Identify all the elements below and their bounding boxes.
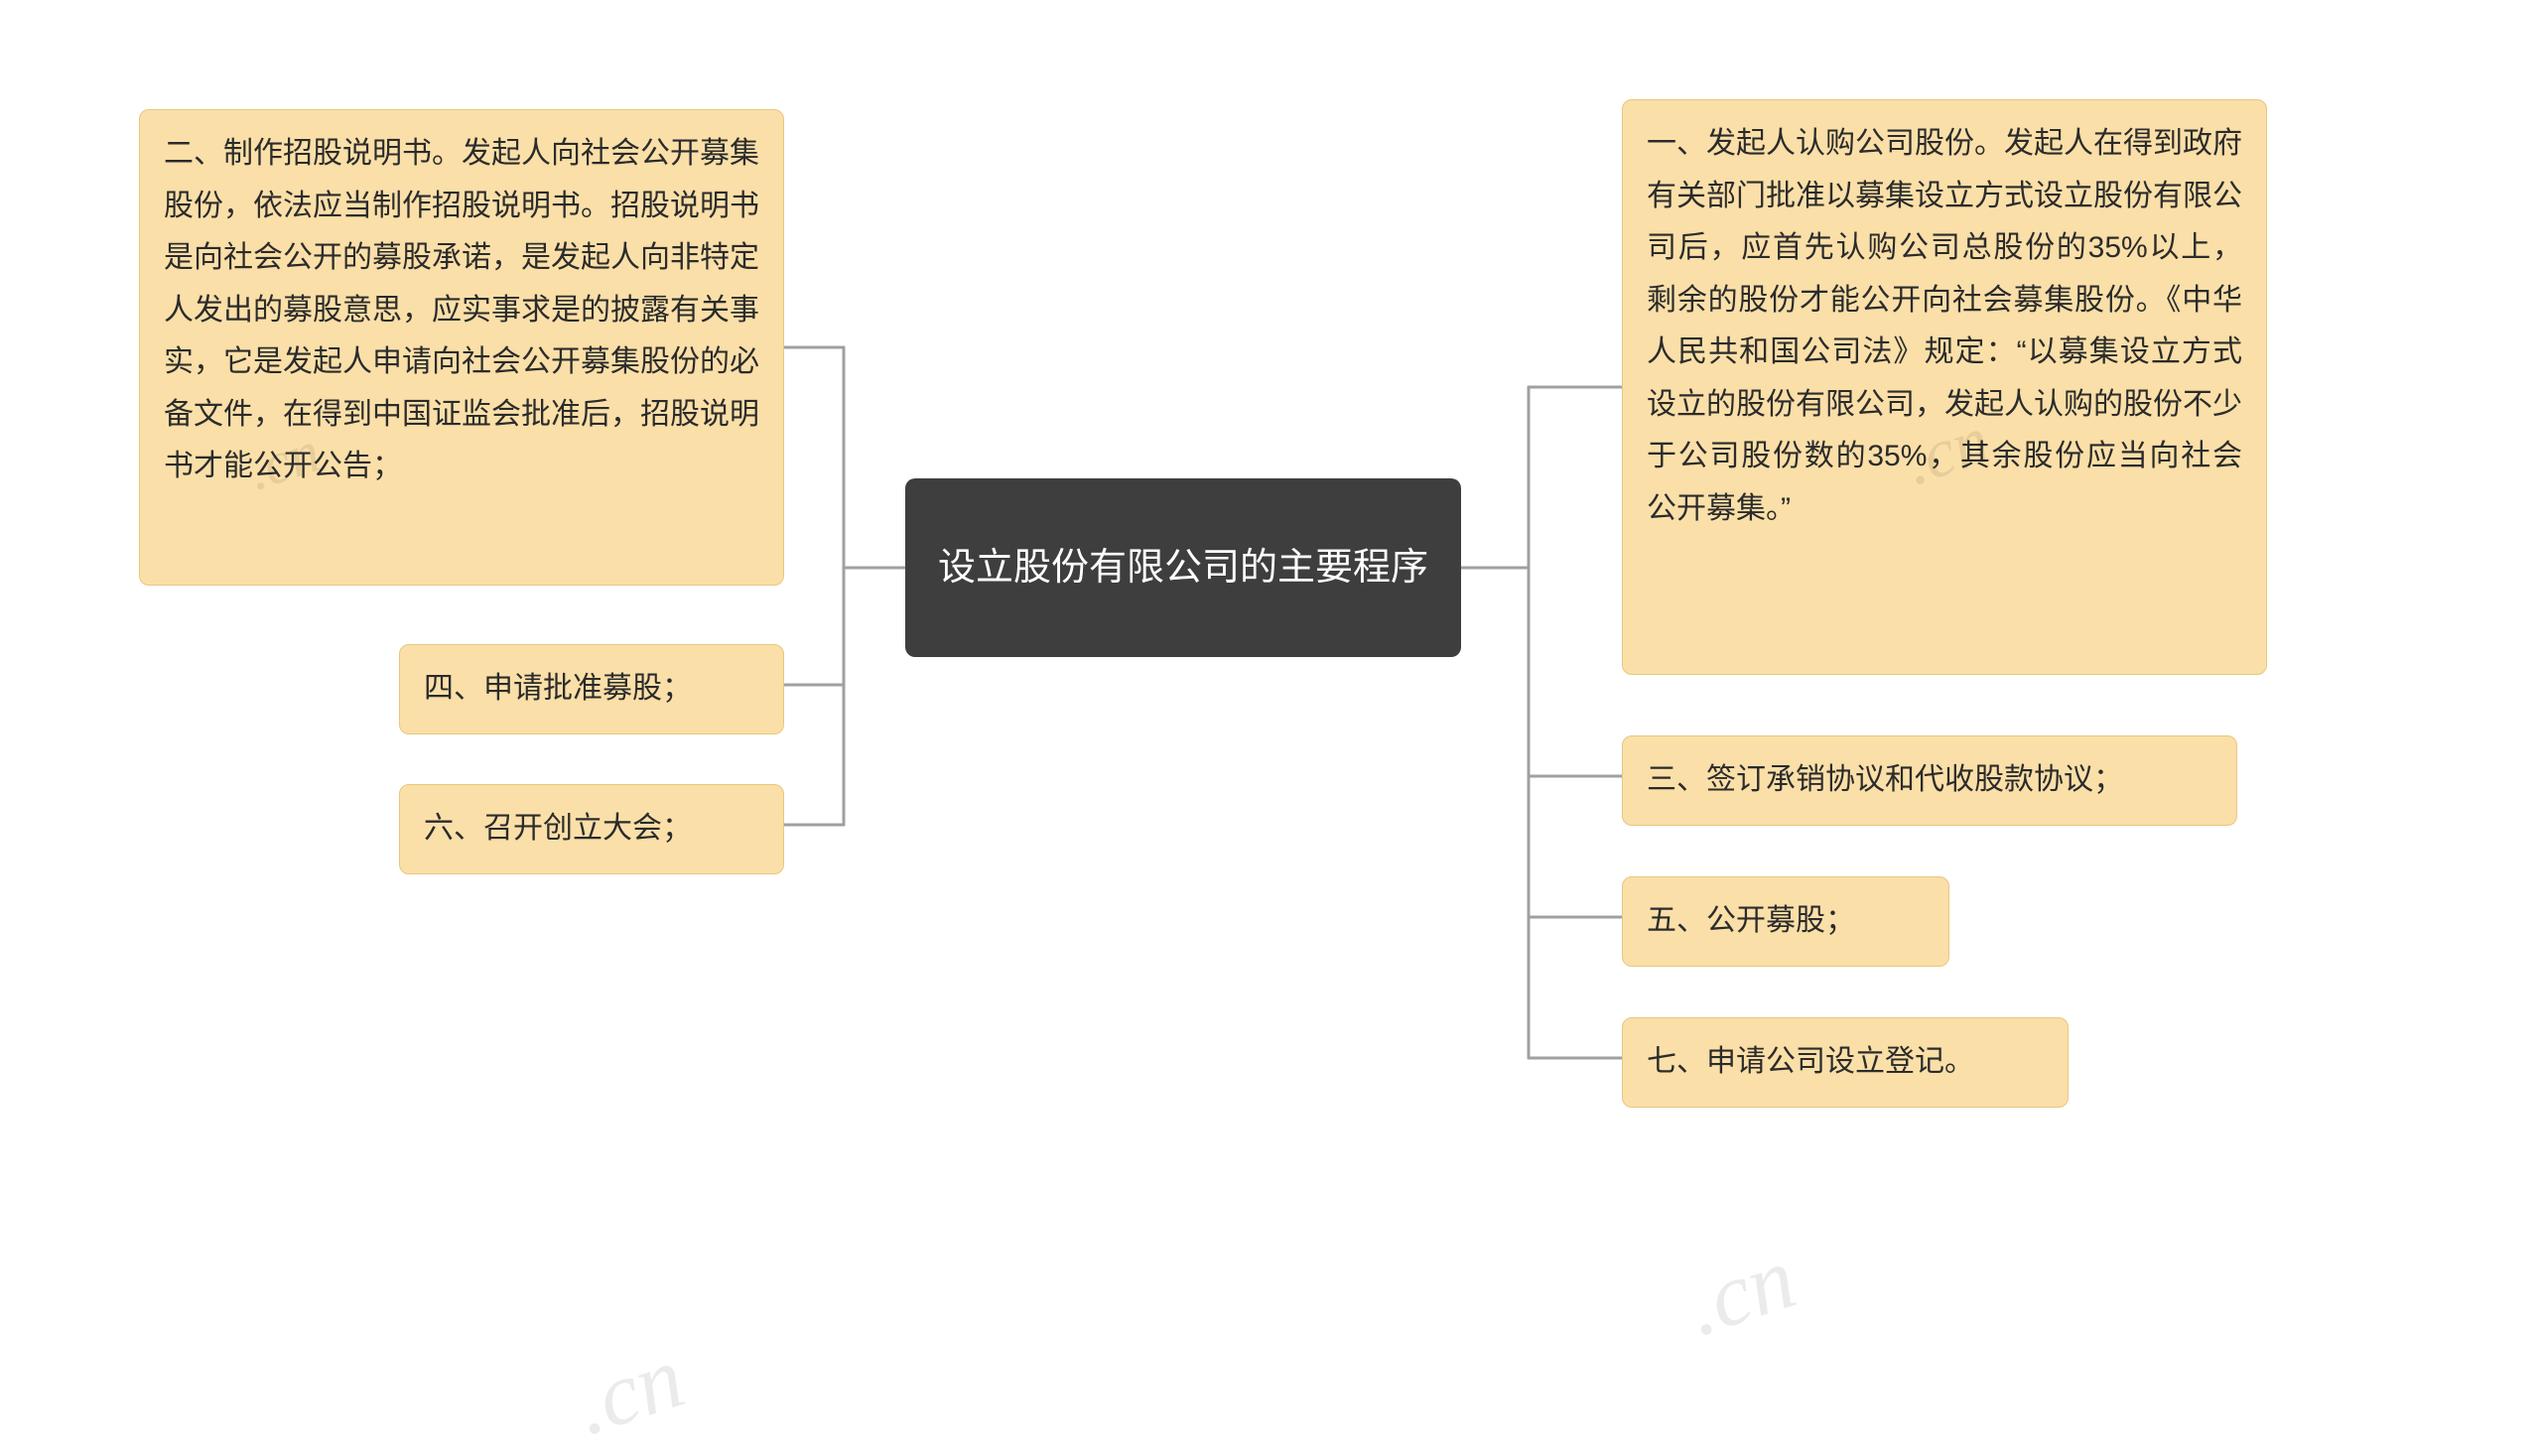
watermark-3: .cn (1674, 1227, 1807, 1357)
leaf-n1: 一、发起人认购公司股份。发起人在得到政府有关部门批准以募集设立方式设立股份有限公… (1622, 99, 2267, 675)
leaf-n5: 五、公开募股； (1622, 876, 1949, 967)
center-node: 设立股份有限公司的主要程序 (905, 478, 1461, 657)
leaf-n6: 六、召开创立大会； (399, 784, 784, 874)
leaf-n7: 七、申请公司设立登记。 (1622, 1017, 2069, 1108)
leaf-n4: 四、申请批准募股； (399, 644, 784, 734)
watermark-2: .cn (563, 1326, 696, 1456)
leaf-n2: 二、制作招股说明书。发起人向社会公开募集股份，依法应当制作招股说明书。招股说明书… (139, 109, 784, 586)
center-text: 设立股份有限公司的主要程序 (938, 535, 1428, 601)
leaf-n3: 三、签订承销协议和代收股款协议； (1622, 735, 2237, 826)
